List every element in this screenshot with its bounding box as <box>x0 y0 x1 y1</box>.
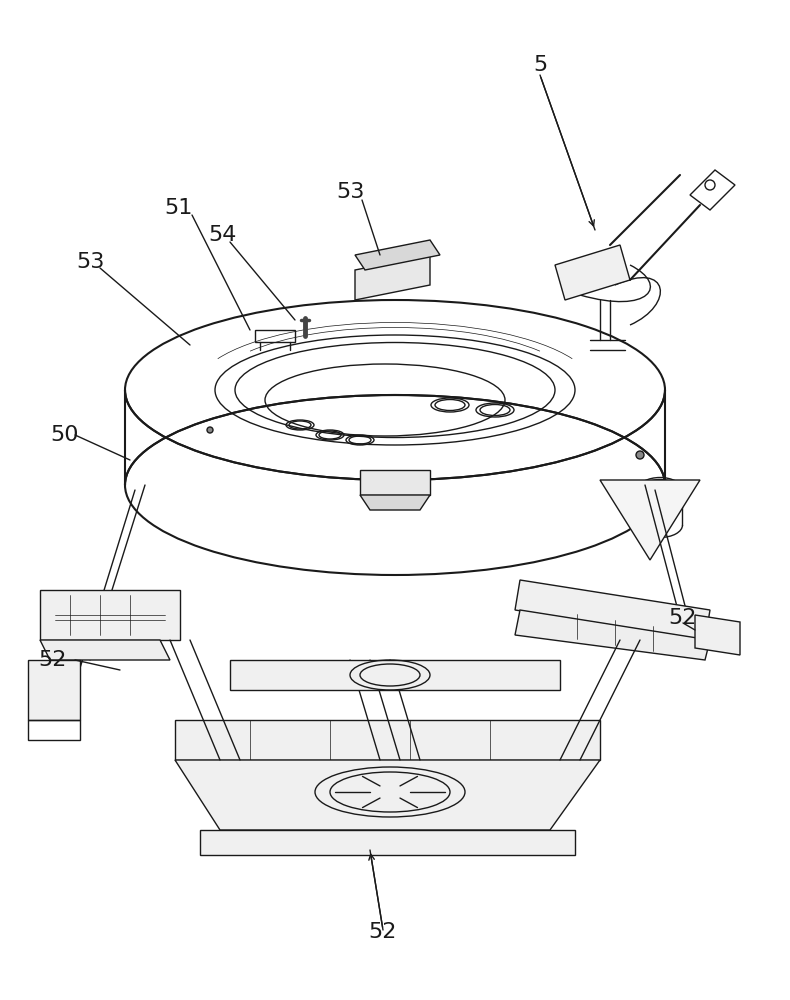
Text: 52: 52 <box>38 650 66 670</box>
Polygon shape <box>695 615 740 655</box>
Polygon shape <box>200 830 575 855</box>
Text: 53: 53 <box>336 182 364 202</box>
Text: 51: 51 <box>164 198 192 218</box>
Text: 52: 52 <box>369 922 397 942</box>
Polygon shape <box>40 590 180 640</box>
Polygon shape <box>600 480 700 560</box>
Polygon shape <box>515 580 710 640</box>
Polygon shape <box>360 470 430 495</box>
Text: 50: 50 <box>51 425 79 445</box>
Text: 52: 52 <box>669 608 698 628</box>
Text: 54: 54 <box>208 225 236 245</box>
Text: 53: 53 <box>76 252 104 272</box>
Polygon shape <box>175 720 600 760</box>
Circle shape <box>636 451 644 459</box>
Polygon shape <box>555 245 630 300</box>
Polygon shape <box>360 495 430 510</box>
Polygon shape <box>28 660 80 720</box>
Circle shape <box>207 427 213 433</box>
Polygon shape <box>40 640 170 660</box>
Polygon shape <box>355 255 430 300</box>
Text: 5: 5 <box>533 55 547 75</box>
Polygon shape <box>230 660 560 690</box>
Polygon shape <box>355 240 440 270</box>
Polygon shape <box>515 610 710 660</box>
Polygon shape <box>175 760 600 830</box>
